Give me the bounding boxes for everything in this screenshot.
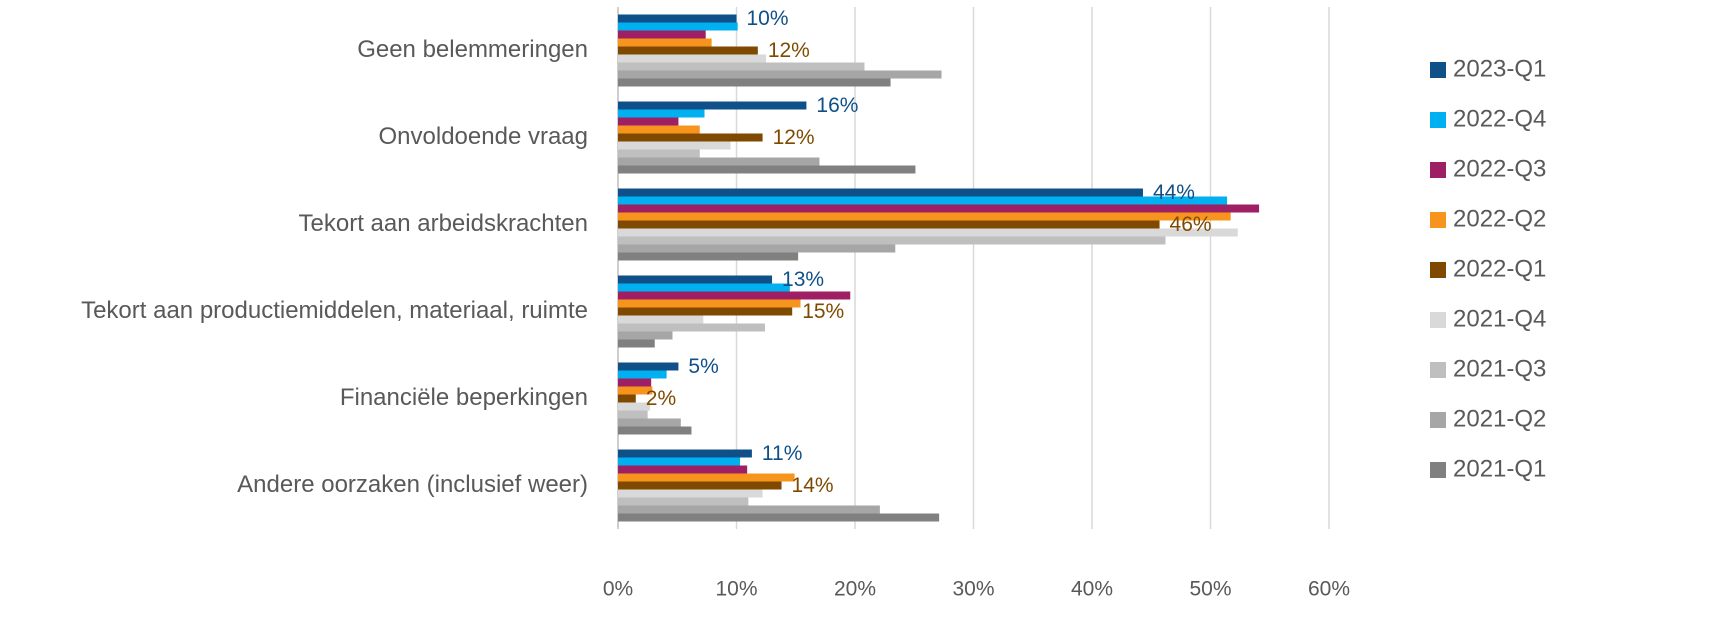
bar [618,418,681,427]
data-label: 2% [646,387,676,410]
bar [618,220,1160,229]
legend-swatch [1430,262,1446,278]
bar [618,46,758,55]
bar [618,165,916,174]
bar [618,133,763,142]
data-label: 15% [802,300,844,323]
bar [618,481,782,490]
bar [618,204,1260,213]
bar [618,228,1238,237]
legend-swatch [1430,362,1446,378]
bar [618,14,737,23]
x-tick-label: 60% [1308,578,1350,601]
bar [618,212,1231,221]
bar [618,283,790,292]
data-label: 44% [1153,181,1195,204]
x-tick-label: 50% [1189,578,1231,601]
bar [618,362,679,371]
bar [618,109,705,118]
data-label: 16% [816,94,858,117]
bar [618,513,940,522]
bar [618,402,650,411]
legend-label: 2021-Q2 [1453,405,1546,432]
bar [618,125,700,134]
bar [618,244,896,253]
bar [618,449,752,458]
bar [618,299,801,308]
category-label: Geen belemmeringen [357,36,588,63]
data-label: 10% [747,7,789,30]
legend-label: 2022-Q1 [1453,255,1546,282]
bar [618,101,807,110]
data-label: 12% [773,126,815,149]
legend-label: 2021-Q1 [1453,455,1546,482]
bar [618,70,942,79]
bar [618,291,851,300]
bar [618,236,1166,245]
bar [618,196,1228,205]
category-label: Tekort aan arbeidskrachten [299,210,589,237]
bar [618,62,865,71]
data-label: 46% [1170,213,1212,236]
legend-swatch [1430,62,1446,78]
legend-swatch [1430,462,1446,478]
bar [618,149,700,158]
bar [618,457,741,466]
bar [618,275,773,284]
bar [618,117,679,126]
legend-swatch [1430,212,1446,228]
bar [618,331,673,340]
bar [618,465,748,474]
category-label: Andere oorzaken (inclusief weer) [237,471,588,498]
bar [618,394,636,403]
bar [618,54,767,63]
legend-label: 2021-Q3 [1453,355,1546,382]
legend-swatch [1430,412,1446,428]
bar [618,497,749,506]
legend-label: 2023-Q1 [1453,55,1546,82]
legend-swatch [1430,162,1446,178]
bar [618,323,765,332]
x-tick-label: 10% [715,578,757,601]
x-tick-label: 0% [603,578,633,601]
bar [618,370,667,379]
category-label: Onvoldoende vraag [379,123,588,150]
bar [618,315,704,324]
x-tick-label: 20% [834,578,876,601]
legend-label: 2022-Q3 [1453,155,1546,182]
legend-label: 2021-Q4 [1453,305,1546,332]
bar [618,78,891,87]
data-label: 14% [792,474,834,497]
bar [618,386,653,395]
category-label: Tekort aan productiemiddelen, materiaal,… [81,297,588,324]
bar [618,30,706,39]
data-label: 5% [688,355,718,378]
bar [618,505,880,514]
bar [618,307,793,316]
bar [618,426,692,435]
data-label: 11% [762,442,802,465]
x-tick-label: 30% [952,578,994,601]
x-tick-label: 40% [1071,578,1113,601]
data-label: 12% [768,39,810,62]
bar [618,38,712,47]
bar [618,252,799,261]
bar [618,141,731,150]
legend-label: 2022-Q2 [1453,205,1546,232]
legend-label: 2022-Q4 [1453,105,1546,132]
category-label: Financiële beperkingen [340,384,588,411]
bar [618,473,795,482]
bar [618,188,1143,197]
bar [618,489,763,498]
bar [618,410,648,419]
bar [618,339,655,348]
bar [618,378,652,387]
data-label: 13% [782,268,824,291]
bar [618,157,820,166]
legend-swatch [1430,312,1446,328]
bar [618,22,738,31]
legend-swatch [1430,112,1446,128]
